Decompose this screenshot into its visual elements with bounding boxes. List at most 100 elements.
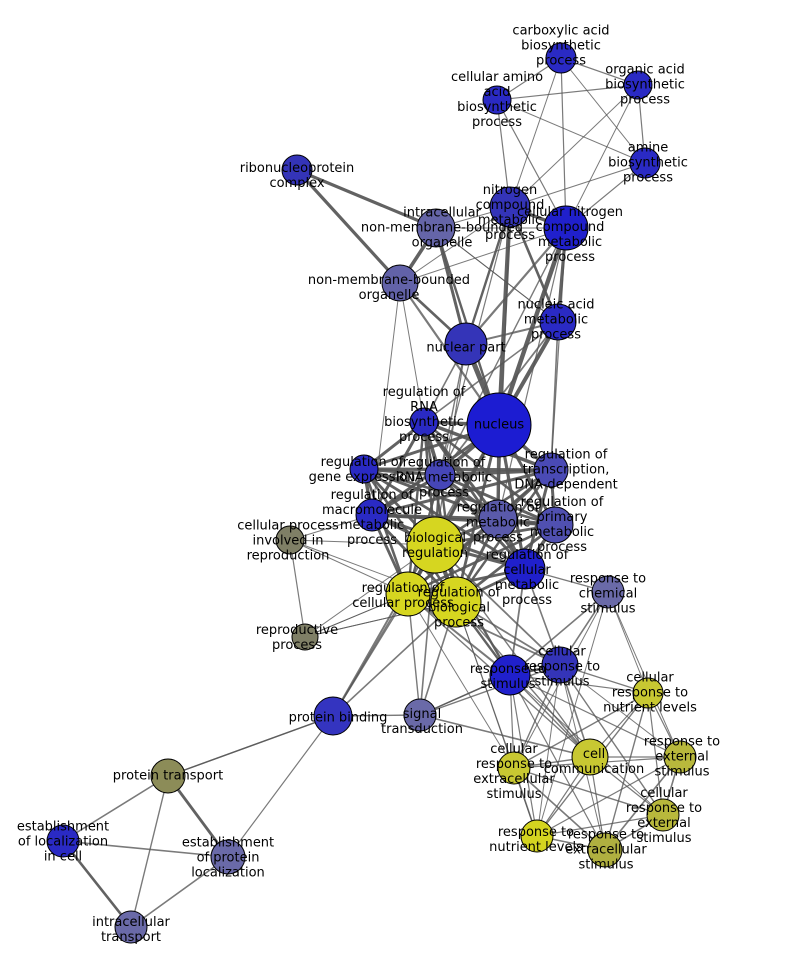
graph-node[interactable] — [313, 696, 353, 736]
graph-edge — [464, 205, 512, 346]
graph-edge — [167, 715, 334, 777]
graph-node[interactable] — [536, 506, 574, 544]
graph-edge — [399, 282, 425, 423]
graph-node[interactable] — [150, 758, 186, 794]
graph-node[interactable] — [430, 576, 482, 628]
graph-edge — [419, 714, 591, 758]
node-layer — [46, 42, 697, 944]
graph-edge — [604, 756, 681, 851]
graph-node[interactable] — [466, 392, 532, 458]
graph-edge — [509, 57, 562, 208]
graph-edge — [513, 767, 606, 851]
graph-edge — [435, 227, 559, 323]
graph-edge — [295, 168, 402, 285]
graph-node[interactable] — [541, 646, 579, 684]
graph-node[interactable] — [497, 751, 531, 785]
graph-edge — [332, 424, 500, 717]
graph-edge — [496, 84, 639, 101]
graph-edge — [434, 544, 561, 666]
graph-node[interactable] — [623, 70, 653, 100]
graph-node[interactable] — [520, 819, 554, 853]
graph-edge — [332, 601, 457, 717]
graph-edge — [130, 856, 229, 928]
graph-node[interactable] — [444, 322, 488, 366]
graph-node[interactable] — [591, 575, 625, 609]
graph-edge — [227, 715, 334, 858]
graph-node[interactable] — [663, 740, 697, 774]
graph-node[interactable] — [409, 407, 439, 437]
graph-node[interactable] — [629, 147, 661, 179]
graph-edge — [513, 767, 664, 816]
graph-node[interactable] — [482, 85, 512, 115]
graph-edge — [607, 591, 649, 694]
graph-node[interactable] — [545, 42, 577, 74]
graph-node[interactable] — [587, 832, 623, 868]
graph-node[interactable] — [381, 264, 419, 302]
graph-edge — [513, 664, 561, 769]
graph-node[interactable] — [406, 516, 464, 574]
graph-edge — [565, 84, 639, 229]
graph-edge — [607, 591, 681, 758]
graph-node[interactable] — [385, 571, 431, 617]
graph-node[interactable] — [489, 654, 531, 696]
graph-edge — [130, 775, 169, 928]
graph-node[interactable] — [646, 798, 680, 832]
graph-edge — [422, 420, 527, 571]
graph-node[interactable] — [632, 677, 664, 709]
graph-node[interactable] — [46, 824, 80, 858]
graph-edge — [560, 57, 646, 164]
graph-node[interactable] — [403, 698, 437, 732]
graph-node[interactable] — [416, 208, 456, 248]
graph-edge — [439, 227, 567, 476]
graph-edge — [464, 226, 568, 346]
graph-node[interactable] — [504, 548, 546, 590]
graph-node[interactable] — [571, 738, 609, 776]
graph-node[interactable] — [114, 910, 148, 944]
graph-edge — [423, 321, 559, 423]
graph-edge — [509, 674, 649, 694]
graph-node[interactable] — [349, 454, 379, 484]
graph-edge — [399, 206, 511, 284]
graph-node[interactable] — [543, 205, 589, 251]
graph-edge — [536, 591, 609, 837]
graph-edge — [513, 692, 649, 769]
graph-edge — [536, 814, 664, 837]
edge-layer — [61, 57, 681, 929]
graph-node[interactable] — [275, 525, 305, 555]
graph-edge — [496, 225, 569, 428]
graph-edge — [647, 692, 664, 816]
graph-edge — [536, 756, 681, 837]
graph-edge — [419, 664, 561, 716]
graph-node[interactable] — [281, 154, 313, 186]
graph-node[interactable] — [355, 498, 389, 532]
graph-edge — [509, 162, 646, 208]
graph-edge — [295, 168, 438, 230]
graph-edge — [509, 84, 639, 208]
graph-edge — [496, 99, 646, 164]
graph-edge — [407, 593, 515, 769]
graph-edge — [509, 591, 609, 676]
graph-edge — [438, 468, 553, 477]
graph-node[interactable] — [210, 839, 246, 875]
graph-edge — [304, 601, 457, 638]
graph-edge — [399, 227, 567, 284]
graph-edge — [362, 467, 500, 521]
graph-node[interactable] — [478, 499, 518, 539]
graph-edge — [62, 840, 229, 858]
graph-edge — [560, 57, 567, 229]
graph-node[interactable] — [424, 459, 456, 491]
graph-node[interactable] — [291, 623, 319, 651]
graph-edge — [496, 99, 567, 229]
graph-edge — [289, 539, 306, 638]
graph-edge — [550, 321, 559, 471]
graph-edge — [536, 664, 561, 837]
graph-edge — [406, 523, 557, 596]
graph-node[interactable] — [489, 186, 531, 228]
graph-node[interactable] — [539, 303, 577, 341]
graph-edge — [559, 664, 681, 758]
graph-edge — [61, 839, 133, 929]
graph-node[interactable] — [533, 452, 569, 488]
graph-edge — [62, 775, 169, 842]
